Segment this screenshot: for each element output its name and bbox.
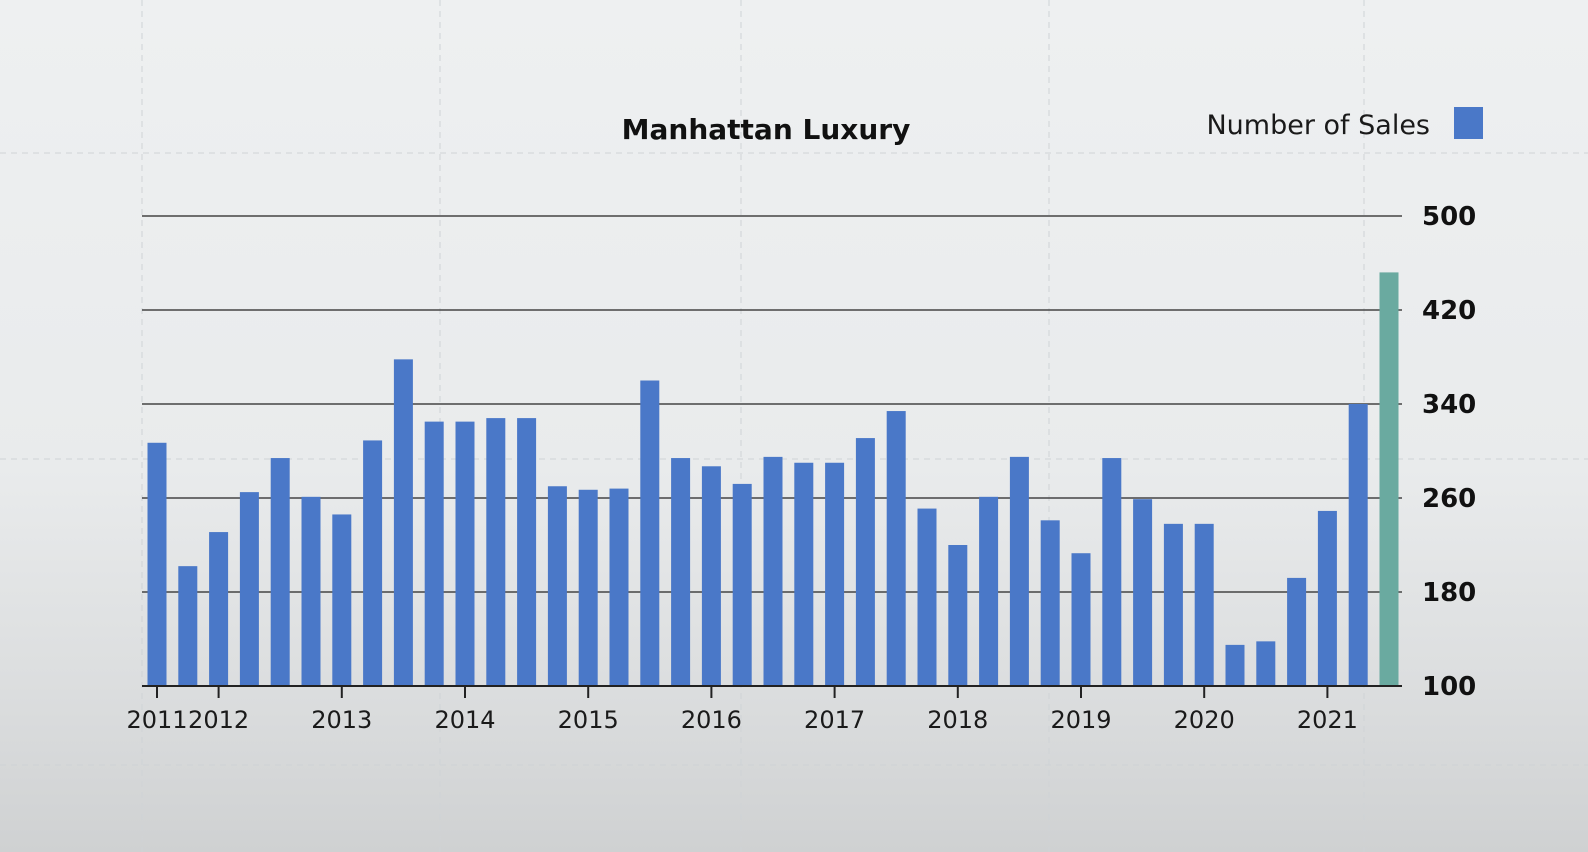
bar	[825, 462, 845, 686]
bar	[855, 438, 875, 686]
bar	[1194, 523, 1214, 686]
bar	[393, 359, 413, 686]
bar	[578, 489, 598, 686]
bar	[486, 418, 506, 686]
y-tick-label: 500	[1422, 202, 1476, 232]
bar	[917, 508, 937, 686]
legend-swatch	[1454, 107, 1483, 139]
bar	[239, 492, 259, 686]
bar	[1009, 456, 1029, 686]
bar	[1133, 499, 1153, 686]
x-tick-label: 2018	[927, 706, 988, 734]
bar	[1287, 577, 1307, 686]
x-tick-label: 2015	[558, 706, 619, 734]
bar	[640, 380, 660, 686]
bar	[1225, 644, 1245, 686]
bar	[332, 514, 352, 686]
x-tick-label: 2017	[804, 706, 865, 734]
bars	[147, 272, 1399, 686]
chart-title: Manhattan Luxury	[622, 113, 911, 146]
bar	[794, 462, 814, 686]
x-tick-label: 2012	[188, 706, 249, 734]
bar	[609, 488, 629, 686]
legend-label: Number of Sales	[1206, 110, 1430, 141]
bar	[732, 483, 752, 686]
bar	[147, 442, 167, 686]
x-tick-label: 2013	[311, 706, 372, 734]
bar	[671, 458, 691, 686]
y-tick-label: 340	[1422, 390, 1476, 420]
bar	[886, 411, 906, 686]
x-tick-label: 2021	[1297, 706, 1358, 734]
bar	[763, 456, 783, 686]
bar	[1163, 523, 1183, 686]
bar	[270, 458, 290, 686]
bar	[517, 418, 537, 686]
x-tick-label: 2011	[126, 706, 187, 734]
bar	[1348, 404, 1368, 686]
y-tick-label: 100	[1422, 672, 1476, 702]
bar	[701, 466, 721, 686]
bar	[178, 566, 198, 686]
bar	[1071, 553, 1091, 686]
bar	[547, 486, 567, 686]
x-tick-labels: 2011 2012 2013 2014 2015 2016 2017 2018 2019 2020…	[126, 706, 1357, 734]
bar	[424, 421, 444, 686]
x-tick-marks	[156, 686, 1329, 698]
bar-highlight	[1379, 272, 1399, 686]
bar	[1256, 641, 1276, 686]
y-tick-labels: 500 420 340 260 180 100	[1422, 202, 1476, 702]
x-tick-label: 2019	[1050, 706, 1111, 734]
bar	[1040, 520, 1060, 686]
bar	[301, 496, 321, 686]
y-tick-label: 420	[1422, 296, 1476, 326]
bar	[209, 532, 229, 686]
bar	[1317, 510, 1337, 686]
y-tick-label: 260	[1422, 484, 1476, 514]
x-tick-label: 2016	[681, 706, 742, 734]
bar	[948, 545, 968, 686]
bar	[455, 421, 475, 686]
bar	[979, 496, 999, 686]
bar	[363, 440, 383, 686]
x-tick-label: 2020	[1174, 706, 1235, 734]
y-tick-label: 180	[1422, 578, 1476, 608]
x-tick-label: 2014	[434, 706, 495, 734]
bar	[1102, 458, 1122, 686]
